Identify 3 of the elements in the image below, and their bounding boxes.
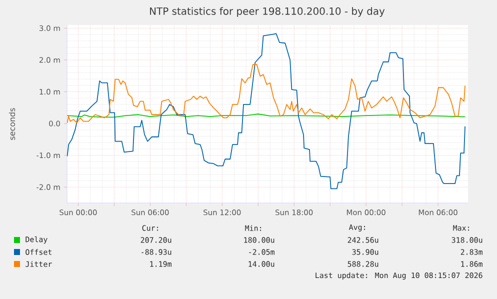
chart-title: NTP statistics for peer 198.110.200.10 - by day [150,7,385,17]
line-series [67,64,466,124]
line-series [67,33,466,190]
